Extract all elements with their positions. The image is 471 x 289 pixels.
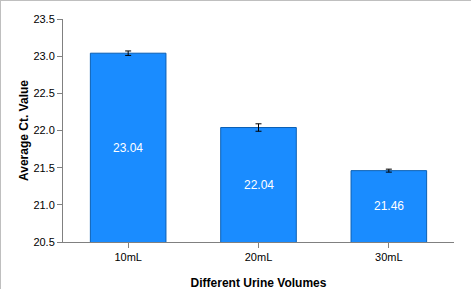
svg-text:21.5: 21.5 xyxy=(33,162,54,174)
svg-text:22.04: 22.04 xyxy=(244,178,274,192)
svg-text:23.04: 23.04 xyxy=(113,141,143,155)
svg-text:30mL: 30mL xyxy=(375,251,403,263)
svg-text:Different Urine Volumes: Different Urine Volumes xyxy=(191,276,327,289)
svg-text:10mL: 10mL xyxy=(114,251,142,263)
svg-text:20.5: 20.5 xyxy=(33,236,54,248)
svg-text:21.0: 21.0 xyxy=(33,199,54,211)
svg-text:22.5: 22.5 xyxy=(33,87,54,99)
svg-text:22.0: 22.0 xyxy=(33,124,54,136)
svg-text:21.46: 21.46 xyxy=(374,199,404,213)
svg-text:23.5: 23.5 xyxy=(33,13,54,25)
svg-text:23.0: 23.0 xyxy=(33,50,54,62)
svg-text:Average Ct. Value: Average Ct. Value xyxy=(17,80,31,181)
svg-text:20mL: 20mL xyxy=(245,251,273,263)
